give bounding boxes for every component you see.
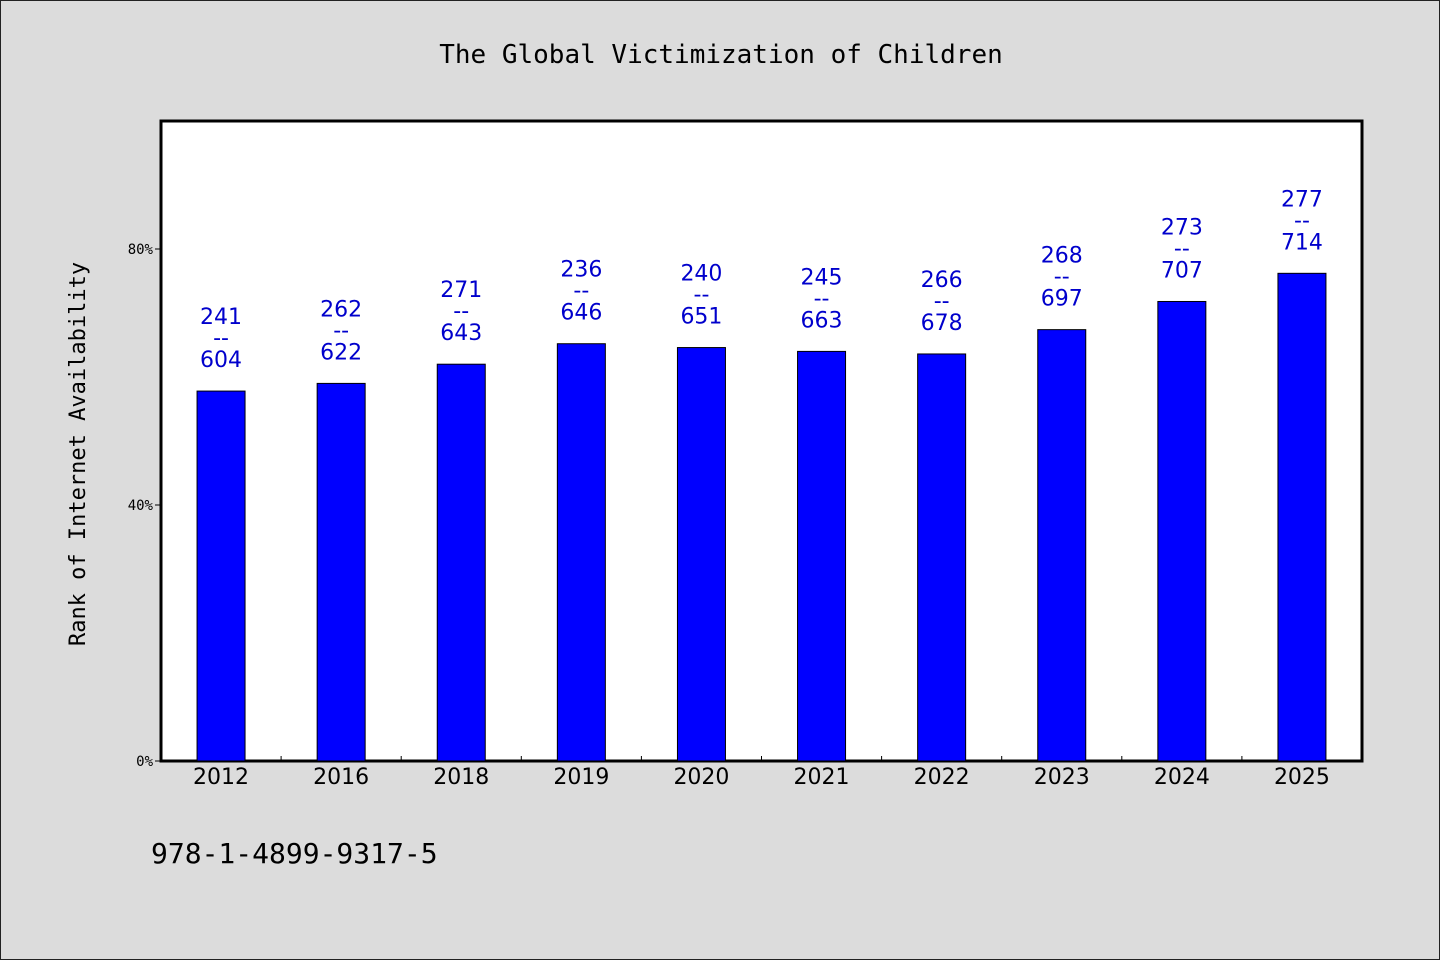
data-label-bottom-2025: 714 — [1281, 230, 1323, 255]
x-tick-label-2022: 2022 — [914, 765, 970, 790]
data-label-separator-2019: -- — [573, 279, 589, 304]
data-label-separator-2025: -- — [1294, 208, 1310, 233]
data-label-top-2024: 273 — [1161, 215, 1203, 240]
y-axis: 0% 40% 80% — [128, 242, 161, 770]
x-axis: 2012 2016 2018 2019 2020 2021 2022 2023 2024 2025 — [193, 756, 1330, 790]
data-label-separator-2012: -- — [213, 326, 229, 351]
bar-2022 — [917, 353, 967, 762]
data-label-top-2018: 271 — [440, 278, 482, 303]
x-tick-label-2020: 2020 — [673, 765, 729, 790]
bar-2020 — [676, 347, 726, 762]
data-label-top-2012: 241 — [200, 305, 242, 330]
data-label-bottom-2012: 604 — [200, 348, 242, 373]
bar-2024 — [1157, 300, 1207, 762]
isbn-footer: 978-1-4899-9317-5 — [151, 837, 438, 870]
x-tick-label-2018: 2018 — [433, 765, 489, 790]
data-label-top-2020: 240 — [680, 262, 722, 287]
bar-2019 — [556, 343, 606, 762]
data-label-separator-2024: -- — [1174, 236, 1190, 261]
y-tick-label-40: 40% — [128, 498, 154, 514]
x-tick-label-2025: 2025 — [1274, 765, 1330, 790]
data-label-bottom-2022: 678 — [921, 311, 963, 336]
y-axis-label: Rank of Internet Availability — [66, 262, 91, 646]
data-label-separator-2018: -- — [453, 299, 469, 324]
bar-2021 — [797, 350, 847, 762]
bar-2018 — [436, 363, 486, 762]
data-label-bottom-2018: 643 — [440, 321, 482, 346]
x-tick-label-2021: 2021 — [794, 765, 850, 790]
data-label-top-2019: 236 — [560, 258, 602, 283]
x-tick-label-2023: 2023 — [1034, 765, 1090, 790]
data-label-bottom-2023: 697 — [1041, 287, 1083, 312]
data-label-separator-2016: -- — [333, 318, 349, 343]
x-tick-label-2016: 2016 — [313, 765, 369, 790]
x-tick-label-2024: 2024 — [1154, 765, 1210, 790]
bar-2025 — [1277, 272, 1327, 762]
data-labels-layer: 241--604262--622271--643236--646240--651… — [200, 187, 1323, 373]
data-label-bottom-2021: 663 — [801, 308, 843, 333]
data-label-top-2023: 268 — [1041, 244, 1083, 269]
data-label-separator-2022: -- — [934, 289, 950, 314]
data-label-bottom-2019: 646 — [560, 301, 602, 326]
data-label-top-2022: 266 — [921, 268, 963, 293]
y-tick-label-0: 0% — [136, 754, 153, 770]
chart-title: The Global Victimization of Children — [439, 40, 1003, 70]
bar-2012 — [196, 390, 246, 762]
data-label-top-2025: 277 — [1281, 187, 1323, 212]
data-label-bottom-2020: 651 — [680, 305, 722, 330]
bar-2016 — [316, 382, 366, 762]
data-label-bottom-2024: 707 — [1161, 258, 1203, 283]
bar-2023 — [1037, 329, 1087, 762]
data-label-bottom-2016: 622 — [320, 340, 362, 365]
data-label-separator-2023: -- — [1054, 265, 1070, 290]
data-label-top-2016: 262 — [320, 297, 362, 322]
y-tick-label-80: 80% — [128, 242, 154, 258]
data-label-separator-2020: -- — [694, 283, 710, 308]
bars-layer — [196, 272, 1327, 762]
x-tick-label-2019: 2019 — [553, 765, 609, 790]
x-tick-label-2012: 2012 — [193, 765, 249, 790]
data-label-separator-2021: -- — [814, 286, 830, 311]
data-label-top-2021: 245 — [801, 265, 843, 290]
